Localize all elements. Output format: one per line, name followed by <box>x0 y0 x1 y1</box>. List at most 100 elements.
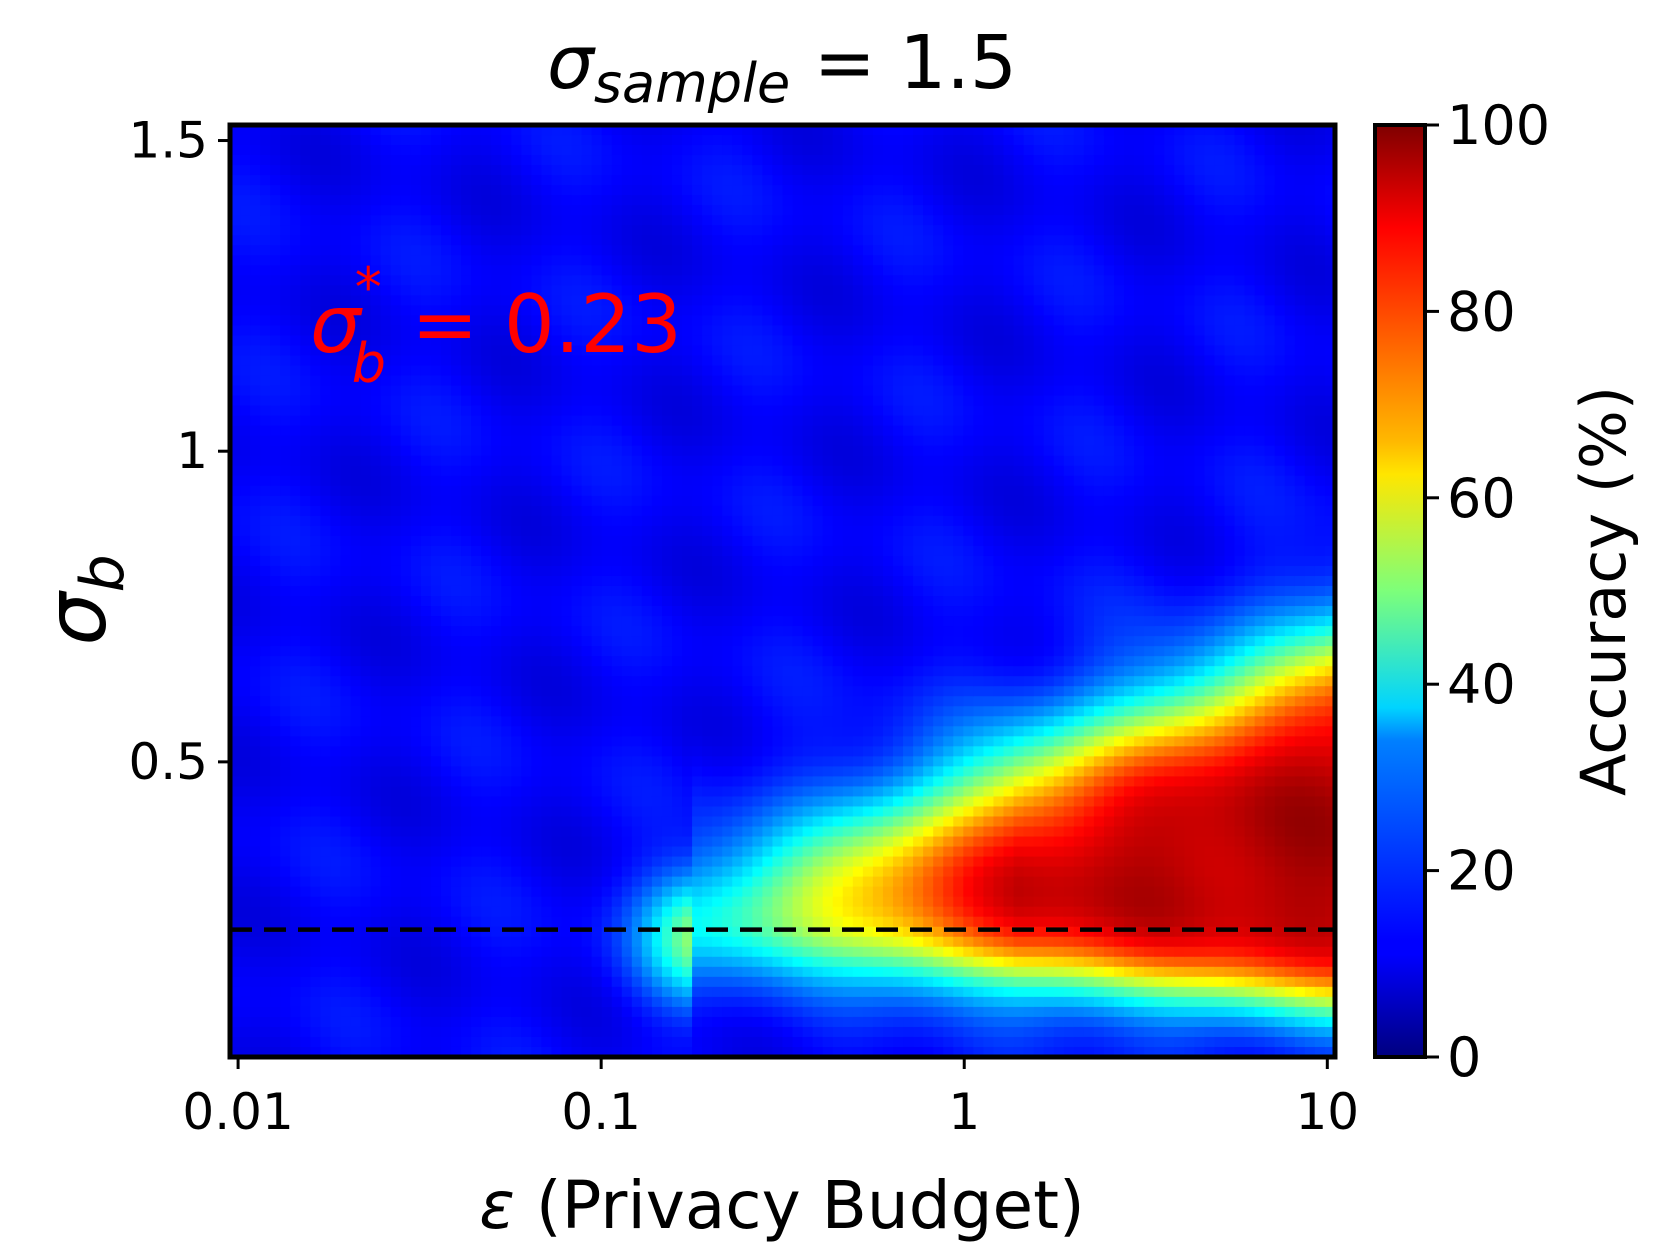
heatmap-cell <box>692 425 703 437</box>
heatmap-cell <box>230 786 241 798</box>
heatmap-cell <box>290 265 302 277</box>
heatmap-cell <box>290 876 302 888</box>
heatmap-cell <box>410 545 422 557</box>
heatmap-cell <box>400 886 412 898</box>
heatmap-cell <box>320 666 332 677</box>
heatmap-cell <box>682 315 693 327</box>
heatmap-cell <box>290 936 302 948</box>
heatmap-cell <box>732 275 744 287</box>
heatmap-cell <box>440 696 452 708</box>
heatmap-cell <box>742 866 754 878</box>
heatmap-cell <box>631 856 643 868</box>
heatmap-cell <box>672 515 683 527</box>
heatmap-cell <box>591 165 603 176</box>
heatmap-cell <box>230 796 241 808</box>
heatmap-cell <box>310 435 322 447</box>
heatmap-cell <box>621 235 633 247</box>
heatmap-cell <box>260 335 271 347</box>
heatmap-cell <box>661 555 673 567</box>
heatmap-cell <box>230 165 241 176</box>
heatmap-cell <box>360 245 372 257</box>
heatmap-cell <box>581 585 593 597</box>
heatmap-cell <box>762 195 774 206</box>
heatmap-cell <box>380 966 392 978</box>
heatmap-cell <box>641 956 653 968</box>
heatmap-cell <box>260 936 271 948</box>
heatmap-cell <box>410 285 422 297</box>
heatmap-cell <box>290 525 302 537</box>
heatmap-cell <box>320 676 332 687</box>
heatmap-cell <box>621 255 633 267</box>
heatmap-cell <box>551 996 563 1008</box>
heatmap-cell <box>621 145 633 156</box>
heatmap-cell <box>350 535 362 547</box>
heatmap-cell <box>451 395 462 407</box>
heatmap-cell <box>611 736 623 748</box>
heatmap-cell <box>682 205 693 216</box>
heatmap-cell <box>511 195 523 206</box>
heatmap-cell <box>451 175 462 186</box>
heatmap-cell <box>672 455 683 467</box>
heatmap-cell <box>601 636 613 647</box>
heatmap-cell <box>501 525 513 537</box>
heatmap-cell <box>340 1006 352 1018</box>
heatmap-cell <box>350 796 362 808</box>
heatmap-cell <box>461 606 472 617</box>
heatmap-cell <box>752 726 764 738</box>
heatmap-cell <box>420 325 432 337</box>
heatmap-cell <box>390 996 402 1008</box>
heatmap-cell <box>400 806 412 818</box>
heatmap-cell <box>712 716 724 728</box>
heatmap-cell <box>571 986 583 998</box>
heatmap-cell <box>682 155 693 166</box>
heatmap-cell <box>551 545 563 557</box>
heatmap-cell <box>290 215 302 227</box>
heatmap-cell <box>471 425 482 437</box>
heatmap-cell <box>661 435 673 447</box>
heatmap-cell <box>561 666 573 677</box>
heatmap-cell <box>380 976 392 988</box>
heatmap-cell <box>702 956 713 968</box>
heatmap-cell <box>300 295 312 307</box>
heatmap-cell <box>692 966 703 978</box>
heatmap-cell <box>501 846 513 858</box>
heatmap-cell <box>390 495 402 507</box>
heatmap-cell <box>240 285 251 297</box>
heatmap-cell <box>601 936 613 948</box>
heatmap-cell <box>531 606 543 617</box>
heatmap-cell <box>722 295 734 307</box>
heatmap-cell <box>410 886 422 898</box>
heatmap-cell <box>310 636 322 647</box>
heatmap-cell <box>310 215 322 227</box>
heatmap-cell <box>762 165 774 176</box>
heatmap-cell <box>260 135 271 146</box>
heatmap-cell <box>591 265 603 277</box>
heatmap-cell <box>320 946 332 958</box>
heatmap-cell <box>692 696 703 708</box>
heatmap-cell <box>390 796 402 808</box>
heatmap-cell <box>551 1036 563 1048</box>
heatmap-cell <box>240 495 251 507</box>
heatmap-cell <box>461 916 472 928</box>
heatmap-cell <box>682 856 693 868</box>
heatmap-cell <box>420 485 432 497</box>
heatmap-cell <box>722 325 734 337</box>
heatmap-cell <box>461 185 472 196</box>
heatmap-cell <box>461 826 472 838</box>
heatmap-cell <box>501 1026 513 1038</box>
heatmap-cell <box>310 165 322 176</box>
heatmap-cell <box>682 696 693 708</box>
heatmap-cell <box>752 405 764 417</box>
heatmap-cell <box>350 455 362 467</box>
heatmap-cell <box>300 575 312 587</box>
heatmap-cell <box>420 706 432 718</box>
heatmap-cell <box>501 776 513 788</box>
heatmap-cell <box>661 295 673 307</box>
heatmap-cell <box>682 806 693 818</box>
heatmap-cell <box>430 946 442 958</box>
heatmap-cell <box>451 866 462 878</box>
heatmap-cell <box>762 756 774 768</box>
heatmap-cell <box>641 916 653 928</box>
heatmap-cell <box>641 906 653 918</box>
heatmap-cell <box>420 545 432 557</box>
